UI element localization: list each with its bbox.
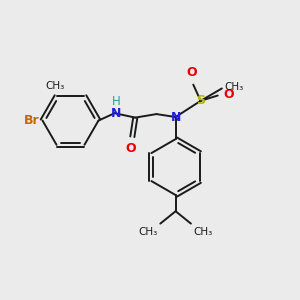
Text: CH₃: CH₃ bbox=[224, 82, 244, 92]
Text: Br: Br bbox=[24, 114, 40, 127]
Text: CH₃: CH₃ bbox=[193, 226, 212, 237]
Text: O: O bbox=[125, 142, 136, 155]
Text: N: N bbox=[170, 110, 181, 124]
Text: O: O bbox=[187, 66, 197, 79]
Text: S: S bbox=[196, 94, 205, 107]
Text: N: N bbox=[111, 107, 121, 120]
Text: O: O bbox=[223, 88, 234, 100]
Text: H: H bbox=[112, 95, 120, 108]
Text: CH₃: CH₃ bbox=[45, 81, 65, 91]
Text: CH₃: CH₃ bbox=[139, 226, 158, 237]
